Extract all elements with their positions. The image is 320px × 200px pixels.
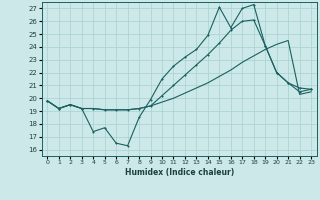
X-axis label: Humidex (Indice chaleur): Humidex (Indice chaleur) [124,168,234,177]
